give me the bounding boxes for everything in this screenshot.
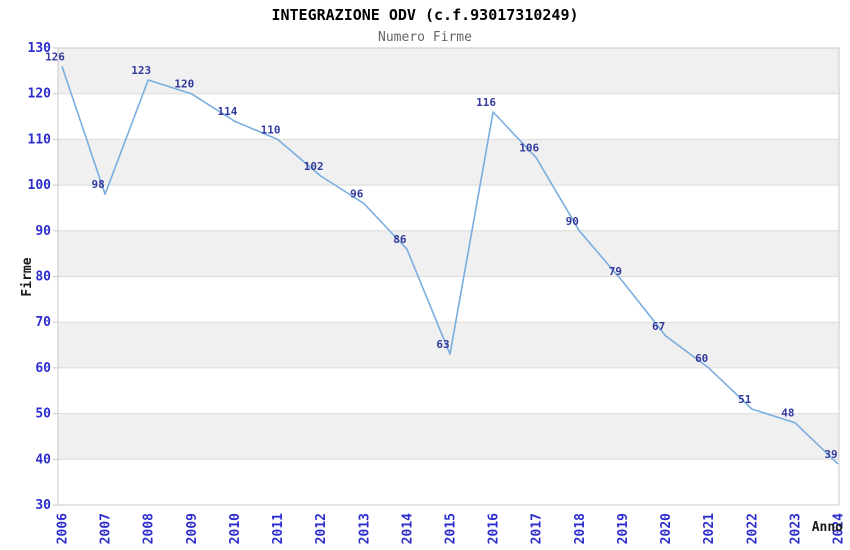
series-line [61, 66, 839, 465]
data-label: 60 [695, 352, 708, 365]
x-tick-label: 2016 [487, 513, 502, 544]
plot-band [58, 413, 839, 460]
data-label: 102 [304, 160, 324, 173]
x-tick-label: 2013 [357, 513, 372, 544]
data-label: 90 [566, 215, 579, 228]
y-tick-label: 130 [28, 41, 52, 56]
chart-subtitle: Numero Firme [378, 30, 472, 45]
x-tick-label: 2008 [142, 513, 157, 544]
x-tick-label: 2023 [788, 513, 803, 544]
x-tick-label: 2018 [573, 513, 588, 544]
x-tick-label: 2006 [56, 513, 71, 544]
y-tick-label: 80 [35, 270, 51, 285]
x-tick-label: 2009 [185, 513, 200, 544]
plot-border [57, 47, 840, 506]
y-tick-label: 90 [35, 224, 51, 239]
x-tick-label: 2020 [659, 513, 674, 544]
data-label: 114 [217, 105, 237, 118]
data-label: 98 [91, 178, 104, 191]
chart-title: INTEGRAZIONE ODV (c.f.93017310249) [271, 6, 578, 24]
data-label: 96 [350, 187, 364, 200]
y-tick-label: 70 [35, 315, 51, 330]
y-tick-label: 60 [35, 361, 51, 376]
data-label: 48 [781, 407, 794, 420]
plot-band [58, 322, 839, 368]
x-tick-label: 2012 [314, 513, 329, 544]
data-label: 63 [436, 338, 449, 351]
data-label: 116 [476, 96, 496, 109]
data-label: 51 [738, 393, 752, 406]
y-tick-label: 30 [35, 498, 51, 513]
plot-band [58, 48, 839, 94]
x-tick-label: 2007 [99, 513, 114, 544]
y-tick-label: 100 [28, 178, 52, 193]
x-tick-label: 2024 [832, 513, 847, 544]
y-axis-title: Firme [20, 257, 35, 296]
y-tick-label: 40 [35, 452, 51, 467]
data-label: 39 [824, 448, 837, 461]
data-label: 67 [652, 320, 665, 333]
x-tick-label: 2019 [616, 513, 631, 544]
y-tick-label: 50 [35, 407, 51, 422]
data-label: 120 [174, 78, 194, 91]
x-axis-title: Anno [812, 520, 843, 535]
x-tick-label: 2014 [400, 513, 415, 544]
x-tick-label: 2015 [444, 513, 459, 544]
x-tick-label: 2017 [530, 513, 545, 544]
x-tick-label: 2022 [745, 513, 760, 544]
x-tick-label: 2011 [271, 513, 286, 544]
data-label: 123 [131, 64, 151, 77]
data-label: 79 [609, 265, 622, 278]
x-tick-label: 2010 [228, 513, 243, 544]
plot-band [58, 230, 839, 277]
plot-area: 130 120 110 100 90 80 70 60 50 40 30 126 98 123 120 114… [28, 41, 847, 544]
data-label: 110 [261, 123, 281, 136]
y-tick-label: 120 [28, 87, 52, 102]
data-label: 86 [393, 233, 407, 246]
data-label: 106 [519, 142, 539, 155]
y-tick-label: 110 [28, 132, 52, 147]
x-tick-label: 2021 [702, 513, 717, 544]
data-label: 126 [45, 50, 65, 63]
plot-band [58, 139, 839, 186]
